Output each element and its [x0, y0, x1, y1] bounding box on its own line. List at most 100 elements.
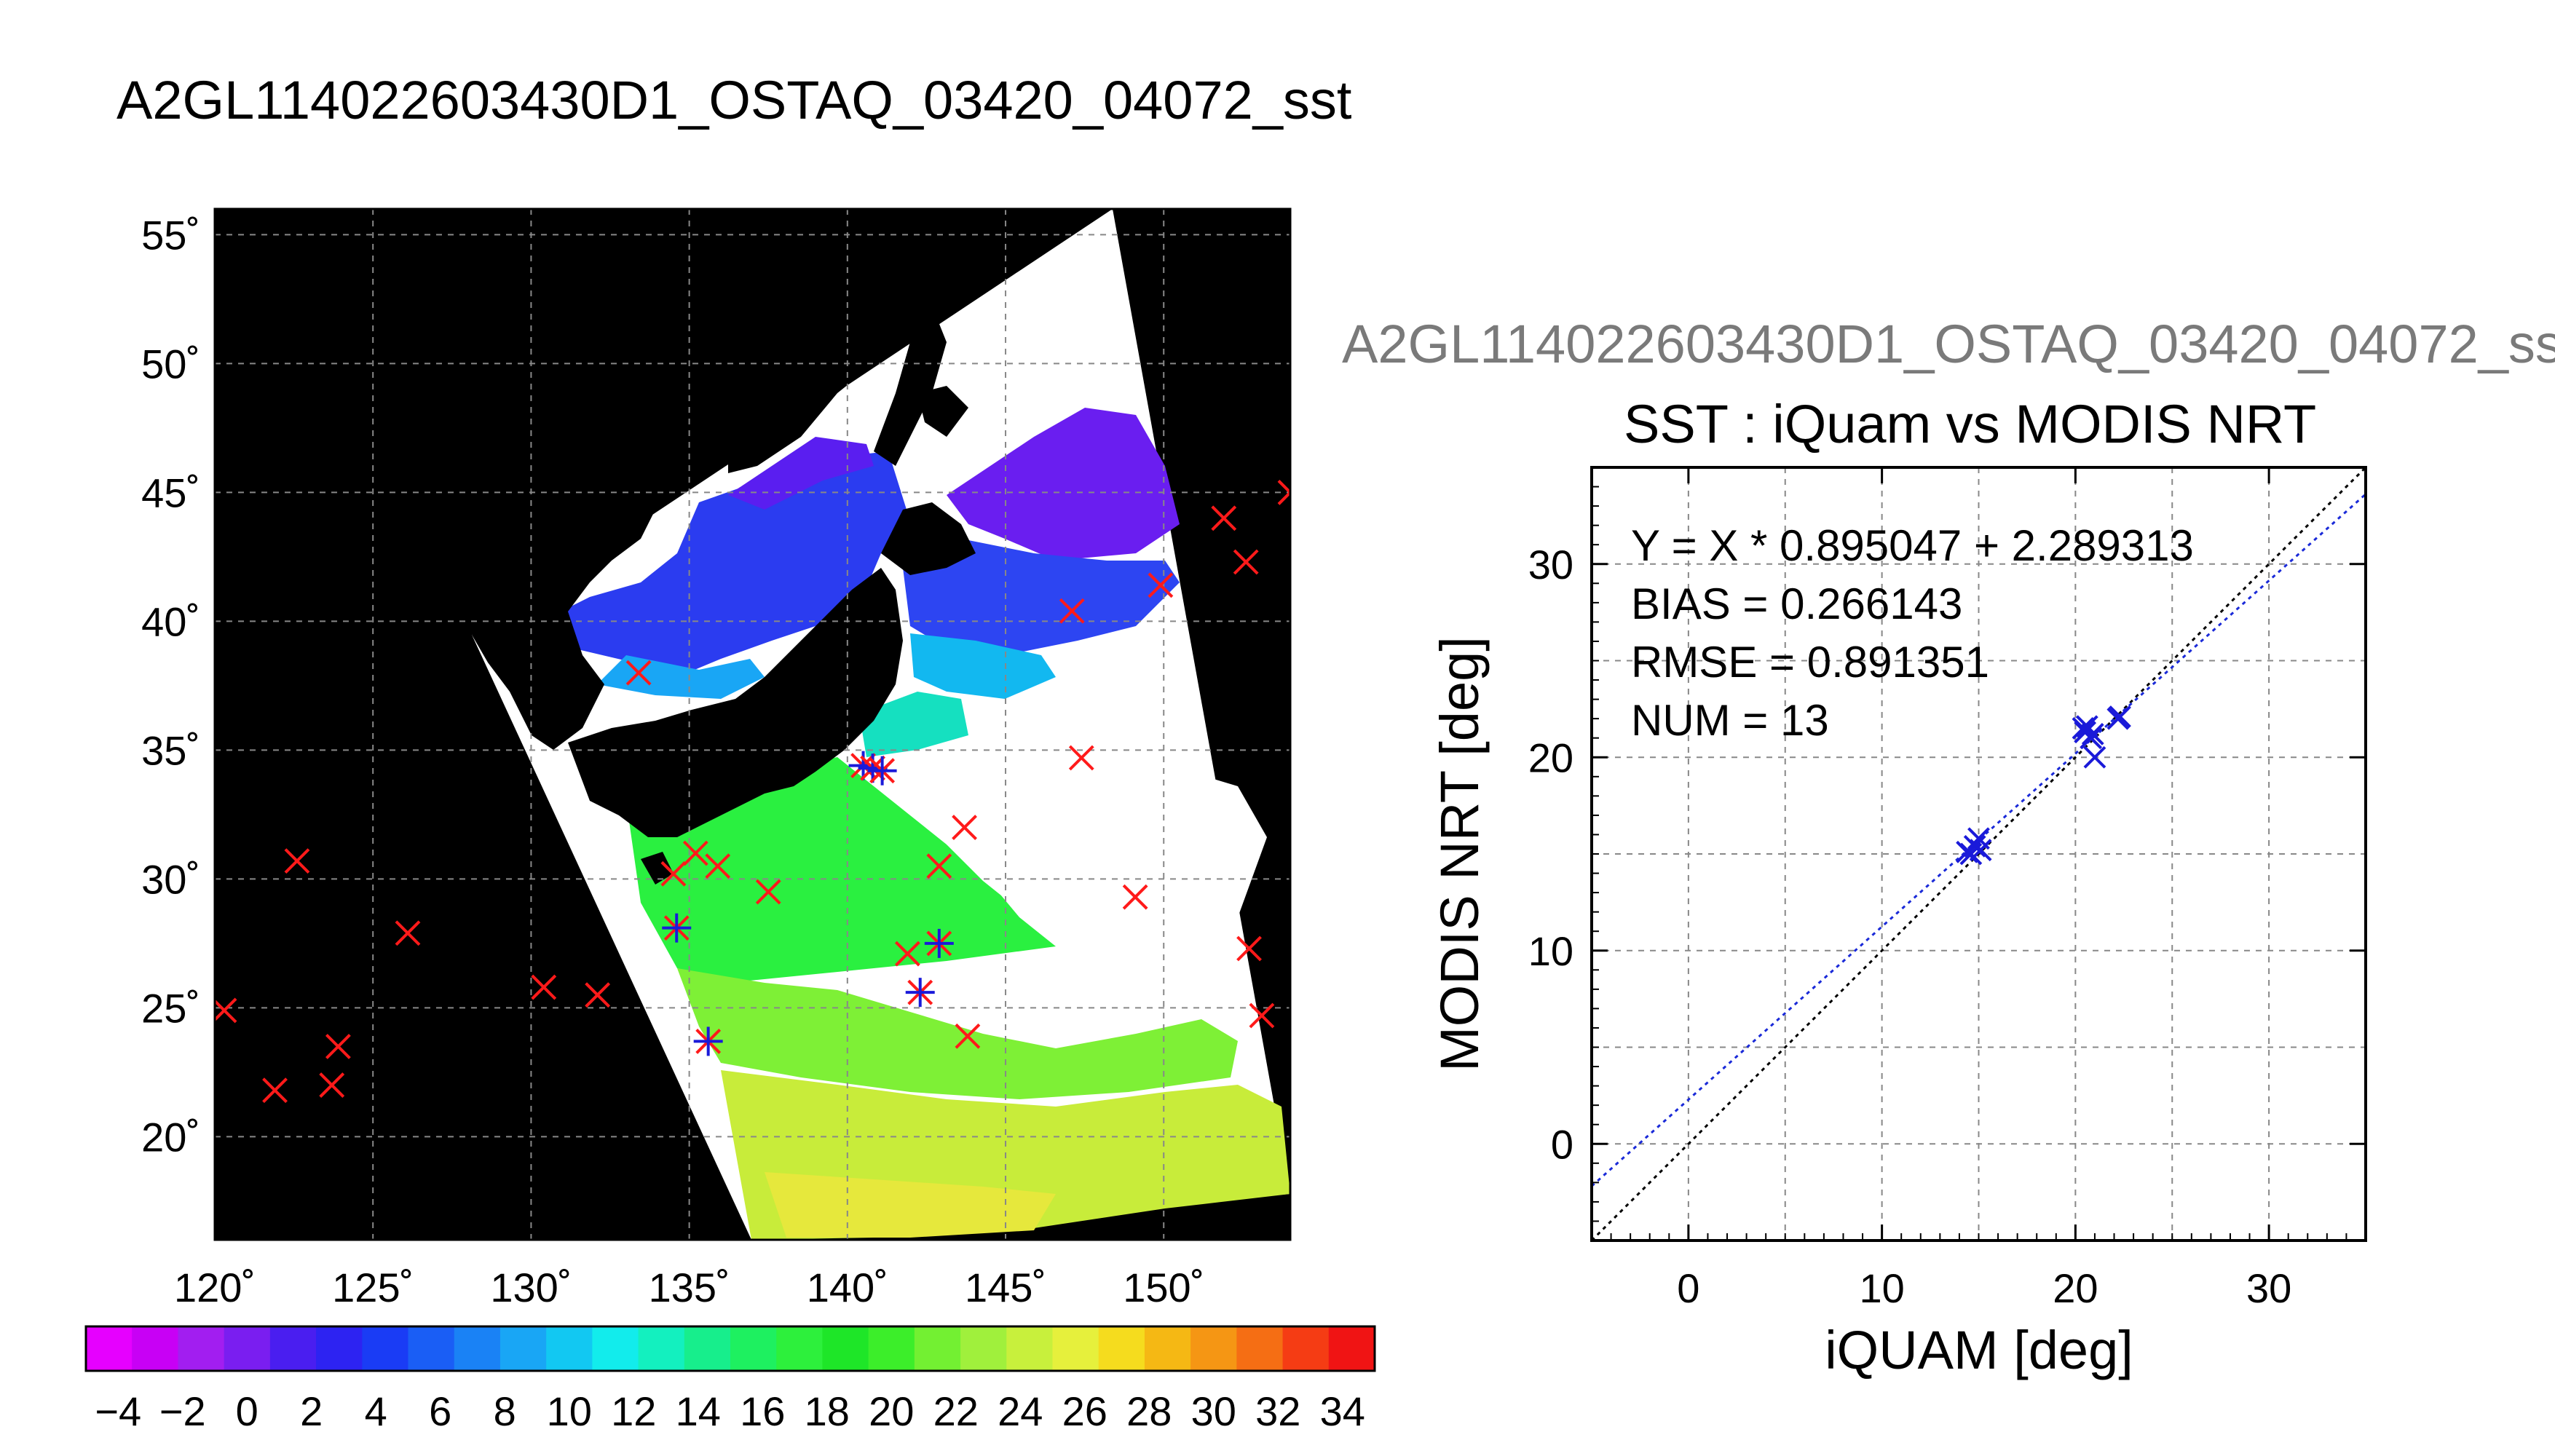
red-matchup-marker — [319, 1072, 345, 1099]
red-matchup-marker — [284, 848, 310, 874]
red-matchup-marker — [262, 1077, 288, 1104]
red-matchup-marker — [926, 853, 952, 879]
colorbar-bin — [132, 1326, 178, 1371]
land-sakhalin — [874, 306, 947, 466]
scatter-y-axis-label: MODIS NRT [deg] — [1429, 636, 1490, 1072]
colorbar-bin — [914, 1326, 961, 1371]
colorbar-bin — [1052, 1326, 1099, 1371]
scatter-x-axis-label: iQUAM [deg] — [1825, 1320, 2133, 1380]
colorbar-tick-label: 34 — [1320, 1388, 1365, 1434]
colorbar-bin — [408, 1326, 455, 1371]
colorbar-bin — [86, 1326, 133, 1371]
red-matchup-marker — [625, 660, 652, 686]
red-matchup-marker — [705, 853, 731, 879]
scatter-x-tick-label: 20 — [2053, 1265, 2098, 1311]
red-matchup-marker — [894, 941, 920, 967]
colorbar-tick-label: 16 — [740, 1388, 785, 1434]
red-matchup-marker — [531, 974, 557, 1000]
map-y-tick-label: 50˚ — [141, 341, 200, 387]
red-matchup-marker — [1122, 884, 1148, 910]
colorbar-bin — [1328, 1326, 1375, 1371]
map-x-tick-label: 140˚ — [807, 1265, 888, 1310]
red-matchup-marker — [952, 815, 977, 841]
colorbar-bin — [546, 1326, 593, 1371]
map-title: A2GL114022603430D1_OSTAQ_03420_04072_sst — [117, 70, 1352, 130]
colorbar-bin — [592, 1326, 639, 1371]
colorbar-tick-label: 10 — [547, 1388, 592, 1434]
scatter-y-tick-label: 20 — [1528, 735, 1573, 780]
red-matchup-marker — [325, 1034, 351, 1059]
colorbar-bin — [499, 1326, 547, 1371]
red-matchup-marker — [1277, 490, 1290, 505]
scatter-y-tick-label: 0 — [1551, 1121, 1573, 1167]
map-y-tick-label: 45˚ — [141, 470, 200, 515]
red-matchup-marker — [682, 840, 708, 866]
scatter-y-tick-label: 10 — [1528, 928, 1573, 974]
map-x-tick-label: 150˚ — [1123, 1265, 1204, 1310]
colorbar-bin — [224, 1326, 271, 1371]
scatter-points — [1956, 705, 2131, 866]
map-x-tick-label: 135˚ — [649, 1265, 730, 1310]
colorbar-tick-label: 26 — [1062, 1388, 1107, 1434]
colorbar-tick-label: 20 — [869, 1388, 914, 1434]
sst-kuroshio-north — [859, 692, 968, 757]
map-x-tick-label: 120˚ — [174, 1265, 256, 1310]
colorbar-tick-label: 4 — [365, 1388, 387, 1434]
land-honshu — [568, 568, 903, 837]
colorbar-tick-label: 8 — [494, 1388, 516, 1434]
map-x-tick-label: 125˚ — [332, 1265, 414, 1310]
stat-bias: BIAS = 0.266143 — [1631, 579, 1962, 628]
stat-num: NUM = 13 — [1631, 696, 1829, 745]
land-liaodong — [472, 553, 561, 635]
map-y-tick-label: 35˚ — [141, 727, 200, 773]
red-matchup-marker — [585, 982, 611, 1008]
colorbar-bin — [1190, 1326, 1237, 1371]
sst-band-28 — [765, 1172, 1056, 1238]
red-matchup-marker — [755, 879, 781, 905]
red-matchup-marker — [1068, 745, 1094, 771]
sst-map: 120˚ 125˚ 130˚ 135˚ 140˚ 145˚ 150˚ 20˚ 25˚ 30˚ 35˚… — [141, 207, 1292, 1310]
map-y-tick-label: 30˚ — [141, 856, 200, 902]
colorbar-bin — [960, 1326, 1007, 1371]
land-sakhalin-south — [917, 386, 968, 437]
sst-band-20 — [626, 757, 1056, 983]
land-siberia — [728, 209, 1113, 473]
red-matchup-marker — [1233, 549, 1259, 575]
sst-scatter-plot: 0 10 20 30 0 10 20 30 Y = X * 0.895047 + 2.2893… — [1429, 466, 2367, 1380]
colorbar-bin — [316, 1326, 363, 1371]
scatter-x-tick-label: 0 — [1677, 1265, 1699, 1311]
colorbar-bin — [454, 1326, 501, 1371]
map-y-tick-label: 55˚ — [141, 212, 200, 258]
sst-japan-sea-south — [597, 655, 765, 699]
colorbar-bin — [822, 1326, 869, 1371]
map-y-tick-label: 20˚ — [141, 1114, 200, 1160]
colorbar-tick-label: 22 — [933, 1388, 979, 1434]
sst-oyashio — [910, 633, 1056, 699]
land-korea — [472, 510, 655, 750]
regression-line — [1592, 493, 2366, 1187]
land-hokkaido — [881, 502, 976, 575]
map-imagery — [472, 209, 1290, 1240]
sst-band-24 — [677, 968, 1238, 1099]
colorbar-tick-label: 30 — [1191, 1388, 1236, 1434]
stat-rmse: RMSE = 0.891351 — [1631, 638, 1989, 687]
sst-okhotsk — [947, 408, 1180, 561]
colorbar-tick-label: 18 — [805, 1388, 850, 1434]
red-matchup-marker — [1059, 598, 1085, 624]
colorbar-bin — [178, 1326, 225, 1371]
cloud-patch — [947, 764, 1267, 946]
red-matchup-marker — [660, 860, 687, 887]
map-y-tick-label: 25˚ — [141, 985, 200, 1031]
land-kyushu-south — [641, 852, 674, 885]
scatter-point — [2109, 705, 2131, 728]
colorbar-tick-label: 24 — [998, 1388, 1043, 1434]
colorbar-tick-label: −2 — [159, 1388, 206, 1434]
scatter-y-tick-label: 30 — [1528, 542, 1573, 587]
red-matchup-marker — [1236, 935, 1262, 962]
colorbar-tick-label: 6 — [429, 1388, 451, 1434]
colorbar-tick-label: 32 — [1255, 1388, 1300, 1434]
sst-colorbar: −4 −2 0 2 4 6 8 10 12 14 16 18 20 22 24 26 28 30 32 34 — [84, 1325, 1376, 1434]
colorbar-tick-label: 28 — [1126, 1388, 1172, 1434]
scatter-granule-title: A2GL114022603430D1_OSTAQ_03420_04072_sst — [1342, 314, 2555, 374]
